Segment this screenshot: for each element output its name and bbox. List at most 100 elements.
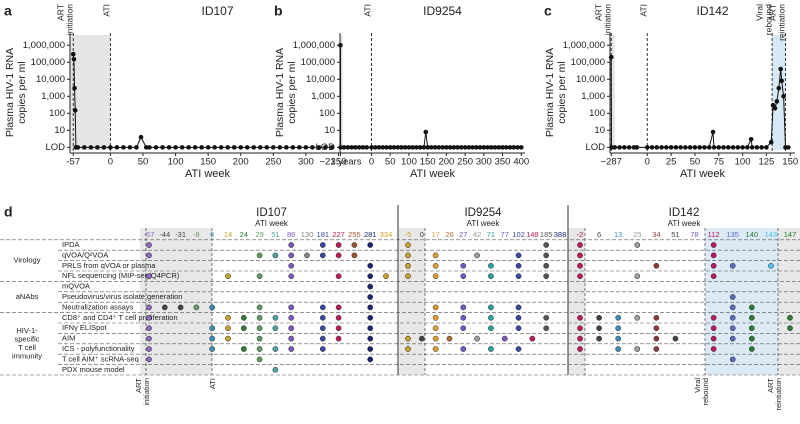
data-point [716,145,722,150]
data-point [678,145,683,150]
panel-letter: b [274,3,283,19]
x-tick-label: 100 [401,157,417,168]
sample-dot [335,252,342,259]
sample-dot [460,262,467,269]
sample-dot [543,325,550,332]
sample-dot [367,242,374,248]
sample-dot [225,273,231,280]
group-label: HIV-1- [16,326,38,335]
data-line [610,57,789,148]
data-point [179,145,185,150]
data-point [477,145,483,150]
data-point [786,145,791,150]
patient-title: ID9254 [464,207,502,219]
week-label: -57 [144,230,155,239]
row-label: ICS - polyfunctionality [62,344,135,353]
sample-dot [367,283,374,290]
sample-dot [446,335,453,342]
y-axis-label: Plasma HIV-1 RNA [544,48,556,137]
sample-dot [653,314,660,321]
data-point [349,145,354,150]
data-point [114,145,120,150]
sample-dot [405,346,411,352]
sample-dot [288,325,295,332]
data-point [485,145,490,150]
sample-dot [225,314,231,321]
sample-dot [432,304,439,311]
row-label: Pseudovirus/virus isolate generation [62,292,182,301]
x-tick-label: 25 [666,157,677,168]
sample-dot [653,335,660,342]
annotation-text: ART [768,4,778,21]
data-point [297,145,302,150]
week-label: 181 [317,230,330,239]
sample-dot [577,346,583,352]
data-point [664,145,669,150]
sample-dot [146,242,152,248]
sample-dot [405,242,411,248]
data-point [329,145,335,150]
sample-dot [272,366,279,373]
timeline-annotation: ART [134,378,143,393]
data-point [143,145,149,150]
y-tick-label: 1,000,000 [293,40,335,51]
data-point [72,85,77,91]
week-label: 29 [255,230,263,239]
sample-dot [634,273,641,280]
sample-dot [319,335,326,342]
panel-letter: a [4,3,12,19]
week-label: 51 [271,230,279,239]
data-point [384,145,389,150]
data-point [668,145,674,150]
x-axis-label: ATI week [185,168,231,180]
x-tick-label: 125 [758,157,774,168]
row-label: PRLS from qVOA or plasma [62,261,156,270]
data-point [225,145,231,150]
data-point [697,145,702,150]
data-point [316,145,322,150]
data-point [199,145,204,150]
data-point [173,145,178,150]
sample-dot [209,346,216,352]
data-point [391,145,397,150]
sample-dot [748,325,755,332]
data-point [710,129,716,135]
panel-letter: c [544,3,552,19]
timeline-annotation: initiation [142,378,151,406]
sample-dot [209,325,216,332]
week-label: 26 [445,230,453,239]
sample-dot [596,335,602,342]
sample-dot [432,346,439,352]
data-point [376,145,382,150]
week-label: 135 [726,230,739,239]
sample-dot [367,325,374,332]
data-point [303,145,309,150]
annotation-text: ATI [102,4,112,17]
sample-dot [335,273,342,280]
data-point [290,145,296,150]
sample-dot [543,242,550,248]
group-label: Virology [14,256,41,265]
patient-subtitle: ATI week [668,219,702,228]
timeline-annotation: ATI [208,378,217,389]
sample-dot [351,242,358,248]
sample-dot [272,314,279,321]
week-label: 281 [364,230,377,239]
annotation-text: ATI [639,4,649,17]
chart-title: ID9254 [423,4,462,18]
data-point [421,145,427,150]
week-label: 130 [301,230,314,239]
sample-dot [288,242,295,248]
x-tick-label: 200 [438,157,454,168]
data-point [749,145,755,150]
x-tick-label: 0 [645,157,650,168]
sample-dot [729,262,736,269]
week-label: 77 [501,230,509,239]
week-label: 13 [614,230,622,239]
week-label: 17 [431,230,439,239]
shaded-period [610,35,615,150]
sample-dot [710,314,717,321]
week-label: 388 [554,230,567,239]
x-tick-label: 100 [168,157,184,168]
